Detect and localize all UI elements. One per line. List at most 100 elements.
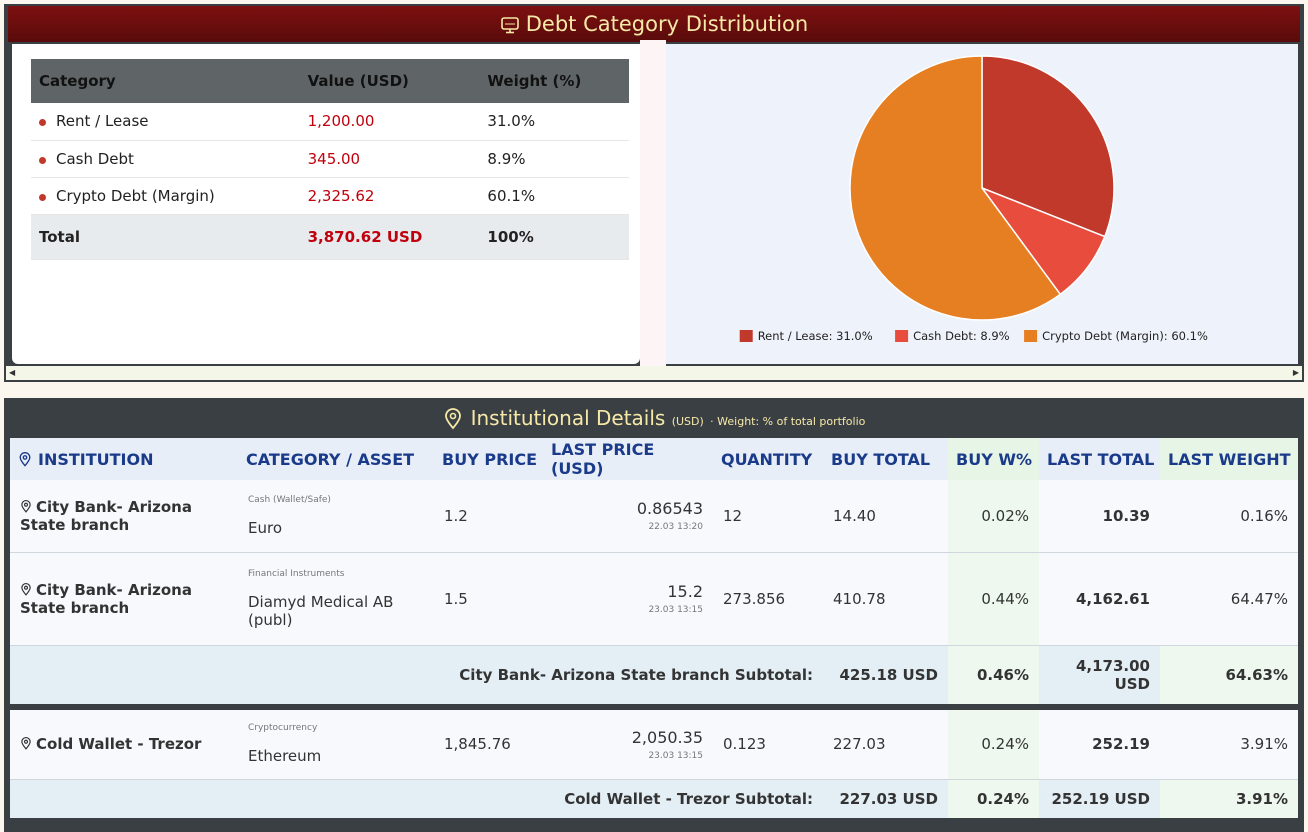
category: Cash Debt [56,149,134,168]
header-text: BUY W% [956,449,1033,469]
last-price: 0.86543 22.03 13:20 [543,480,713,553]
last-weight: 0.16% [1160,480,1298,553]
category-asset: Cryptocurrency Ethereum [238,707,434,780]
last-weight: 64.47% [1160,552,1298,646]
subtotal-buy-total: 227.03 USD [823,779,948,824]
total-value: 3,870.62 USD [299,214,480,260]
section-header: Institutional Details (USD) · Weight: % … [4,398,1304,438]
quantity: 0.123 [713,707,823,780]
value: 1,200.00 [299,103,480,141]
last-total: 4,162.61 [1039,552,1160,646]
column-header: BUY W% [948,438,1039,480]
header-text: LAST TOTAL [1047,449,1155,469]
buy-weight: 0.44% [948,552,1039,646]
buy-total: 14.40 [823,480,948,553]
location-icon [21,582,31,596]
category: Cryptocurrency [248,723,318,734]
column-header: QUANTITY [713,438,823,480]
note: · Weight: % of total portfolio [710,415,866,428]
column-header: LAST WEIGHT [1160,438,1298,480]
column-header: BUY PRICE [434,438,543,480]
total-weight: 100% [479,214,629,260]
legend-swatch [739,330,753,342]
column-header: INSTITUTION [10,438,238,480]
divider [640,40,666,368]
last-price: 2,050.35 23.03 13:15 [543,707,713,780]
header-text: INSTITUTION [38,449,154,469]
buy-total: 227.03 [823,707,948,780]
subtotal-row: Cold Wallet - Trezor Subtotal: 227.03 USD… [10,779,1298,824]
table-row: City Bank- Arizona State branch Financial… [10,552,1298,646]
weight: 60.1% [479,177,629,215]
quantity: 273.856 [713,552,823,646]
column-header: LAST PRICE (USD) [543,438,713,480]
legend-label: Rent / Lease: 31.0% [758,329,873,343]
weight: 31.0% [479,103,629,141]
section-header: Debt Category Distribution [8,6,1300,42]
legend-swatch [1024,330,1038,342]
location-icon [444,408,461,430]
weight: 8.9% [479,140,629,178]
subtotal-buy-weight: 0.46% [948,645,1039,710]
quantity: 12 [713,480,823,553]
subtotal-last-total: 4,173.00 USD [1039,645,1160,710]
section-title: Debt Category Distribution [525,12,809,36]
asset: Ethereum [248,747,322,766]
value: 2,325.62 [299,177,480,215]
institution: City Bank- Arizona State branch [10,552,238,646]
buy-price: 1.2 [434,480,543,553]
institution-section: Institutional Details (USD) · Weight: % … [4,398,1304,832]
timestamp: 23.03 13:15 [648,605,703,615]
pie-slice [849,55,1062,321]
category: Financial Instruments [248,568,345,579]
chart-panel: Rent / Lease: 31.0% Cash Debt: 8.9% Crypto… [666,44,1298,364]
header-text: CATEGORY / ASSET [246,449,415,469]
debt-section: Debt Category Distribution Category Value… [4,4,1304,382]
subtotal-buy-weight: 0.24% [948,779,1039,824]
table-row: Crypto Debt (Margin) 2,325.62 60.1% [31,177,629,215]
last-total: 10.39 [1039,480,1160,553]
institution: City Bank- Arizona State branch [10,480,238,553]
section-title: Institutional Details [470,406,666,430]
scrollbar[interactable]: ◀ ▶ [6,366,1302,380]
legend-label: Crypto Debt (Margin): 60.1% [1042,329,1208,343]
location-icon [19,451,31,467]
bullet [39,193,46,201]
column-header: Value (USD) [299,59,480,103]
bullet [39,119,46,127]
debt-table-panel: Category Value (USD) Weight (%) Rent / Leas… [12,44,640,364]
header-text: BUY PRICE [442,449,538,469]
legend-label: Cash Debt: 8.9% [913,329,1010,343]
category: Rent / Lease [56,112,149,131]
price: 2,050.35 [631,727,703,747]
legend-swatch [895,330,909,342]
price: 15.2 [667,582,703,601]
total-row: Total 3,870.62 USD 100% [31,214,629,260]
bullet [39,156,46,164]
cell: Cash Debt [31,140,300,178]
header-text: QUANTITY [721,449,813,469]
category: Crypto Debt (Margin) [56,186,215,205]
pie-slice [981,55,1115,238]
location-icon [21,737,31,750]
header-text: LAST PRICE (USD) [551,440,655,478]
column-header: Category [31,59,300,103]
monitor-icon [500,17,519,34]
category: Cash (Wallet/Safe) [248,494,331,505]
timestamp: 23.03 13:15 [648,750,703,761]
header-text: LAST WEIGHT [1168,449,1291,469]
column-header: Weight (%) [479,59,629,103]
pie-chart: Rent / Lease: 31.0% Cash Debt: 8.9% Crypto… [739,55,1208,343]
timestamp: 22.03 13:20 [648,522,703,533]
buy-weight: 0.24% [948,707,1039,780]
institution-name: City Bank- Arizona State branch [20,580,192,617]
header-text: BUY TOTAL [831,449,931,469]
table-row: Cash Debt 345.00 8.9% [31,140,629,178]
institution-table: INSTITUTION CATEGORY / ASSET BUY PRICE LAST… [10,438,1298,824]
column-header: LAST TOTAL [1039,438,1160,480]
column-header: BUY TOTAL [823,438,948,480]
category-asset: Financial Instruments Diamyd Medical AB (… [238,552,434,646]
institution-name: City Bank- Arizona State branch [20,497,192,534]
buy-total: 410.78 [823,552,948,646]
buy-price: 1,845.76 [434,707,543,780]
